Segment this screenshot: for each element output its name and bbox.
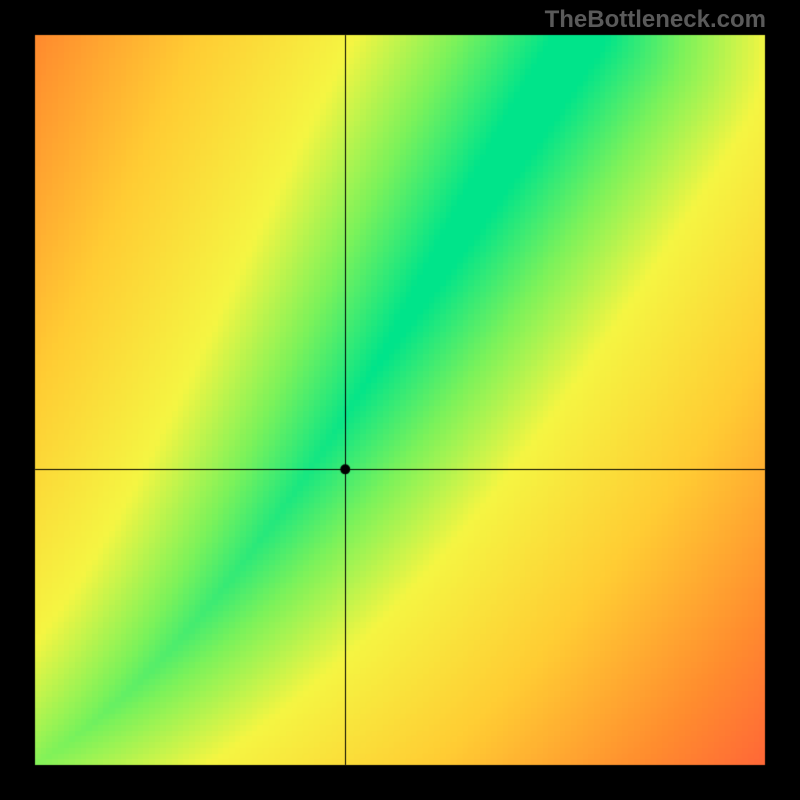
watermark-text: TheBottleneck.com [545,6,766,34]
bottleneck-heatmap [0,0,800,800]
chart-container: TheBottleneck.com [0,0,800,800]
